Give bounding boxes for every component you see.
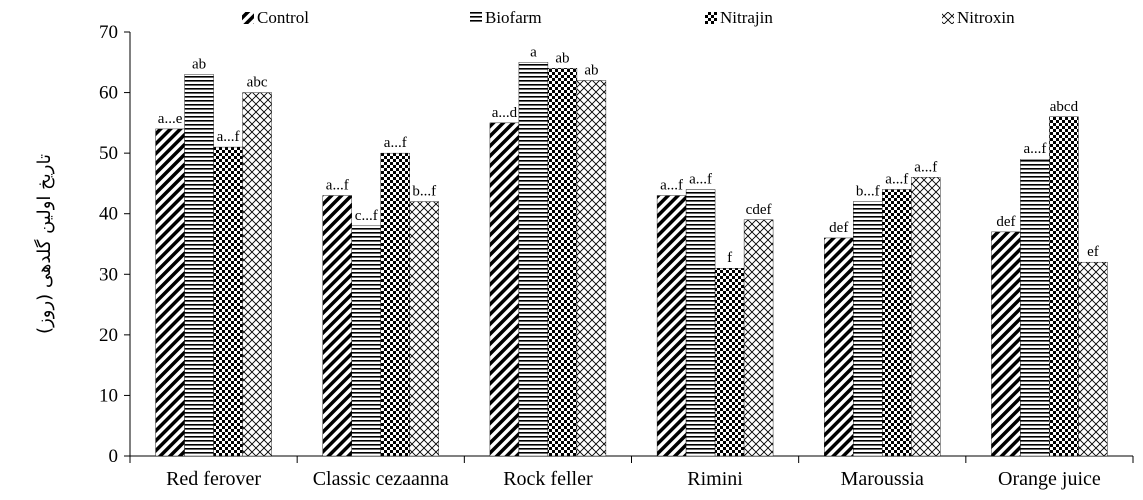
bar-control [991, 231, 1021, 457]
bar-biofarm [853, 201, 883, 457]
bar-nitroxin [911, 177, 941, 457]
bar-control [656, 195, 687, 457]
legend-label: Biofarm [485, 8, 542, 27]
data-label: abcd [1050, 99, 1079, 115]
data-label: f [727, 250, 732, 266]
data-label: a...f [384, 135, 407, 151]
x-category-label: Orange juice [998, 468, 1101, 490]
bar-biofarm [351, 225, 381, 457]
data-label: a...f [660, 178, 683, 194]
y-axis-label: تاریخ اولین گلدهی (روز) [33, 154, 55, 334]
data-label: a...f [217, 129, 240, 145]
y-tick-label: 40 [99, 204, 118, 225]
data-label: c...f [355, 208, 378, 224]
data-label: a...f [885, 171, 908, 187]
legend-swatch-nitrajin [705, 12, 717, 24]
bar-nitrajin [714, 268, 745, 457]
data-label: a...f [326, 178, 349, 194]
bar-nitroxin [242, 92, 272, 457]
data-label: def [829, 220, 848, 236]
bar-control [155, 128, 185, 457]
y-tick-label: 50 [99, 143, 118, 164]
data-label: a...e [158, 111, 183, 127]
y-tick-label: 10 [99, 385, 118, 406]
x-category-label: Rimini [687, 468, 743, 490]
bar-control [322, 195, 352, 457]
data-label: a...f [1023, 141, 1046, 157]
y-tick-label: 60 [99, 83, 118, 104]
x-category-label: Maroussia [841, 468, 924, 490]
data-label: cdef [746, 202, 772, 218]
bar-nitroxin [743, 219, 774, 457]
data-label: ab [192, 56, 206, 72]
bar-nitrajin [213, 146, 243, 457]
legend-label: Nitrajin [720, 8, 773, 27]
data-label: ef [1087, 244, 1099, 260]
x-category-label: Rock feller [503, 468, 593, 490]
data-label: def [996, 214, 1015, 230]
y-tick-label: 30 [99, 264, 118, 285]
bar-nitrajin [1049, 116, 1079, 457]
legend-label: Control [257, 8, 309, 27]
x-category-label: Red ferover [166, 468, 261, 490]
data-label: a...d [492, 105, 518, 121]
y-tick-label: 20 [99, 325, 118, 346]
legend-swatch-control [242, 12, 254, 24]
y-tick-label: 70 [99, 22, 118, 43]
bar-nitrajin [882, 189, 912, 457]
bar-biofarm [518, 62, 549, 457]
data-label: ab [584, 62, 598, 78]
data-label: a...f [689, 171, 712, 187]
data-label: b...f [856, 184, 880, 200]
bar-nitrajin [380, 152, 410, 457]
bar-biofarm [1020, 158, 1050, 457]
bar-nitrajin [547, 68, 578, 457]
bar-control [489, 122, 520, 457]
data-label: abc [247, 75, 268, 91]
data-label: a...f [914, 159, 937, 175]
bar-biofarm [685, 189, 716, 457]
legend-swatch-nitroxin [942, 12, 954, 24]
legend-swatch-biofarm [470, 12, 482, 24]
x-category-label: Classic cezaanna [313, 468, 449, 490]
data-label: a [530, 44, 537, 60]
bar-control [824, 237, 854, 457]
data-label: b...f [412, 184, 436, 200]
y-tick-label: 0 [109, 446, 119, 467]
bar-nitroxin [576, 80, 607, 457]
legend-label: Nitroxin [957, 8, 1015, 27]
bar-nitroxin [1078, 261, 1108, 457]
bar-biofarm [184, 74, 214, 457]
bar-nitroxin [409, 201, 439, 457]
data-label: ab [555, 50, 569, 66]
